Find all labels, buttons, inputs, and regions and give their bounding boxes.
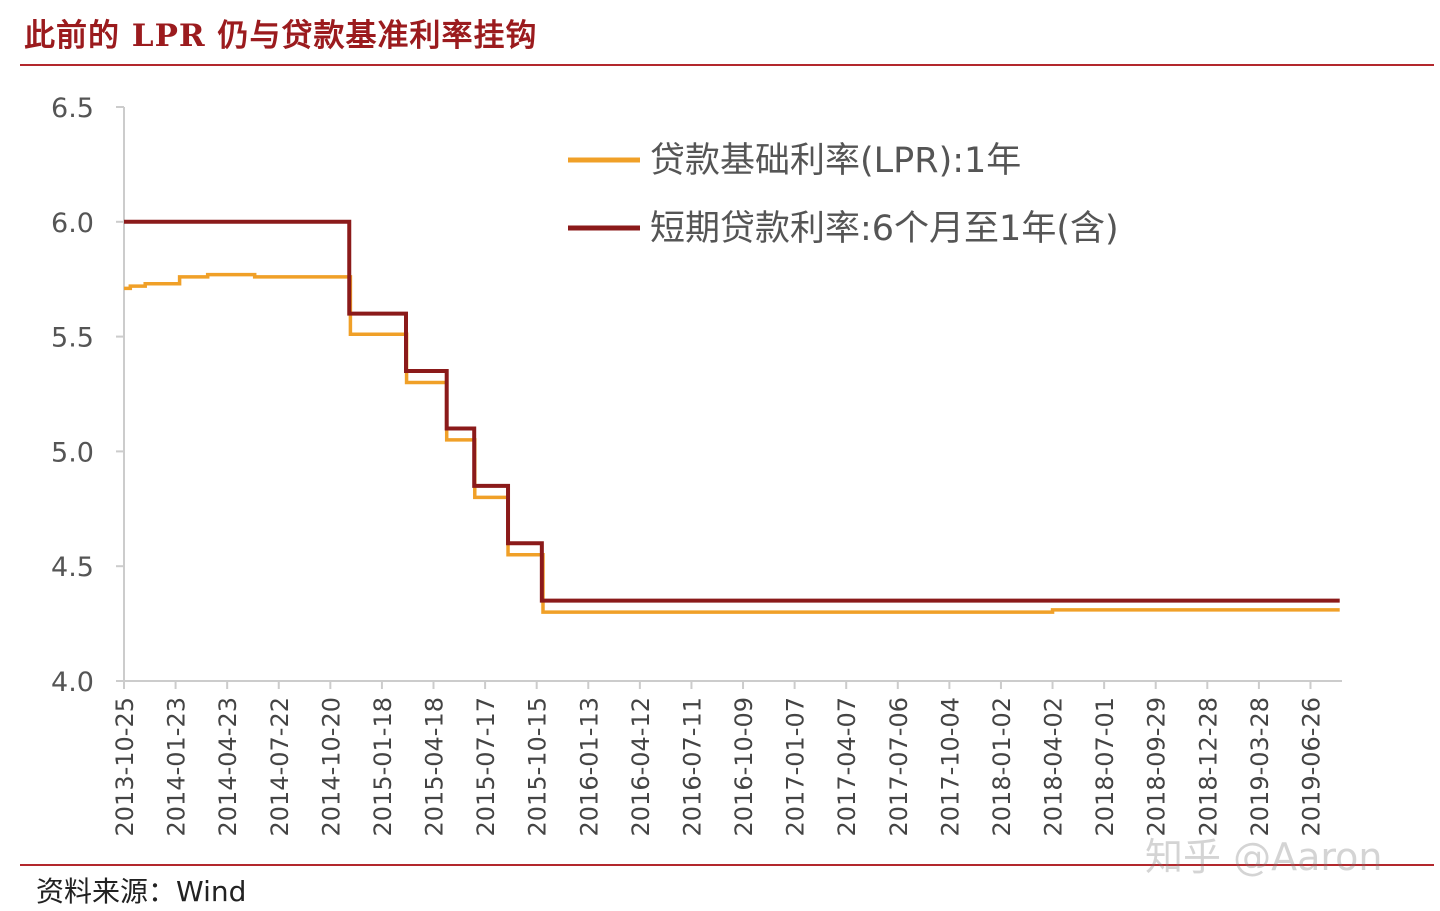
x-tick-label: 2018-12-28: [1194, 697, 1222, 836]
page-title: 此前的 LPR 仍与贷款基准利率挂钩: [24, 18, 538, 54]
x-tick-label: 2019-06-26: [1297, 697, 1325, 836]
x-tick-label: 2015-01-18: [369, 697, 397, 836]
x-tick-label: 2017-07-06: [885, 697, 913, 836]
x-tick-label: 2014-07-22: [266, 697, 294, 836]
x-tick-label: 2017-10-04: [936, 697, 964, 836]
x-tick-label: 2016-04-12: [627, 697, 655, 836]
axes-layer: 4.0 4.5 5.0 5.5 6.0 6.5 2013-10-25 2014-01-23 20…: [51, 93, 1342, 836]
title-divider: [20, 64, 1434, 66]
legend-label: 贷款基础利率(LPR):1年: [650, 141, 1021, 181]
x-tick-label: 2019-03-28: [1246, 697, 1274, 836]
watermark: 知乎 @Aaron: [1145, 835, 1383, 879]
x-tick-label: 2018-04-02: [1040, 697, 1068, 836]
x-tick-label: 2015-10-15: [524, 697, 552, 836]
x-tick-label: 2016-01-13: [575, 697, 603, 836]
footer-divider: [20, 864, 1434, 866]
y-tick-label: 6.5: [51, 93, 94, 124]
x-tick-label: 2017-04-07: [833, 697, 861, 836]
x-tick-label: 2014-04-23: [214, 697, 242, 836]
series-layer: [124, 219, 1340, 614]
source-note: 资料来源：Wind: [36, 870, 246, 910]
series-line-lpr: [124, 272, 1340, 614]
x-tick-label: 2015-04-18: [421, 697, 449, 836]
x-tick-label: 2018-01-02: [988, 697, 1016, 836]
x-tick-label: 2016-10-09: [730, 697, 758, 836]
y-tick-label: 5.5: [51, 323, 94, 354]
x-tick-label: 2014-10-20: [317, 697, 345, 836]
y-tick-label: 4.0: [51, 667, 94, 698]
x-tick-label: 2018-09-29: [1143, 697, 1171, 836]
y-tick-label: 5.0: [51, 437, 94, 468]
x-tick-label: 2015-07-17: [472, 697, 500, 836]
series-line-benchmark: [124, 219, 1340, 603]
source-value: Wind: [176, 875, 247, 908]
x-tick-label: 2013-10-25: [111, 697, 139, 836]
x-tick-label: 2014-01-23: [163, 697, 191, 836]
source-label: 资料来源：: [36, 875, 177, 908]
x-tick-label: 2017-01-07: [782, 697, 810, 836]
y-tick-label: 6.0: [51, 208, 94, 239]
x-tick-label: 2016-07-11: [678, 697, 706, 836]
legend-label: 短期贷款利率:6个月至1年(含): [650, 209, 1119, 249]
y-tick-label: 4.5: [51, 552, 94, 583]
x-tick-label: 2018-07-01: [1091, 697, 1119, 836]
